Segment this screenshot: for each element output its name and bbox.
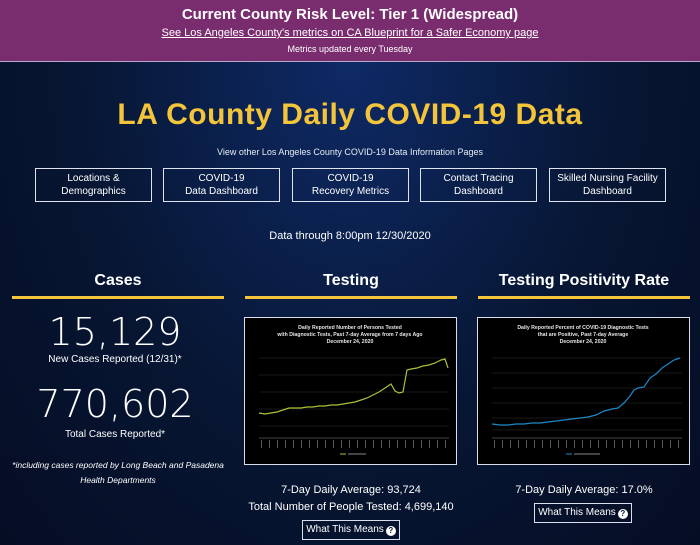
positivity-what-this-means-button[interactable]: What This Means? [534, 503, 632, 523]
testing-total-tested: Total Number of People Tested: 4,699,140 [248, 501, 454, 513]
testing-chart-title-1: Daily Reported Number of Persons Tested [298, 325, 402, 331]
page-subtitle: View other Los Angeles County COVID-19 D… [217, 147, 483, 157]
nav-recovery-metrics-button[interactable]: COVID-19 Recovery Metrics [292, 168, 409, 202]
question-circle-icon: ? [617, 509, 628, 519]
testing-trend-line [258, 358, 449, 415]
positivity-heading: Testing Positivity Rate [498, 272, 670, 289]
nav-label-line1: Skilled Nursing Facility [557, 173, 658, 184]
positivity-chart-title-3: December 24, 2020 [560, 339, 607, 345]
nav-label-line1: Contact Tracing [443, 173, 514, 184]
risk-banner: Current County Risk Level: Tier 1 (Wides… [0, 0, 700, 62]
testing-chart-title-3: December 24, 2020 [327, 339, 374, 345]
metrics-updated-text: Metrics updated every Tuesday [287, 44, 413, 54]
testing-what-this-means-button[interactable]: What This Means? [302, 520, 400, 540]
total-cases-label: Total Cases Reported* [64, 429, 166, 440]
nav-skilled-nursing-button[interactable]: Skilled Nursing Facility Dashboard [549, 168, 666, 202]
nav-label-line1: Locations & [67, 173, 120, 184]
positivity-chart-title-2: that are Positive, Past 7-day Average [538, 332, 629, 338]
testing-chart: Daily Reported Number of Persons Tested … [244, 317, 457, 465]
button-label: What This Means [306, 524, 384, 535]
blueprint-link[interactable]: See Los Angeles County's metrics on CA B… [161, 27, 539, 39]
nav-label-line2: Dashboard [583, 186, 632, 197]
nav-label-line1: COVID-19 [327, 173, 374, 184]
positivity-7day-average: 7-Day Daily Average: 17.0% [515, 484, 653, 496]
nav-label-line2: Data Dashboard [185, 186, 258, 197]
nav-label-line2: Demographics [61, 186, 126, 197]
positivity-trend-line [491, 357, 681, 426]
new-cases-value: 15,129 [48, 310, 182, 354]
data-as-of: Data through 8:00pm 12/30/2020 [269, 230, 431, 242]
nav-contact-tracing-button[interactable]: Contact Tracing Dashboard [420, 168, 537, 202]
positivity-chart: Daily Reported Percent of COVID-19 Diagn… [477, 317, 690, 465]
nav-label-line1: COVID-19 [198, 173, 245, 184]
cases-heading: Cases [94, 272, 142, 289]
testing-heading: Testing [323, 272, 379, 289]
cases-heading-rule [12, 296, 224, 299]
nav-data-dashboard-button[interactable]: COVID-19 Data Dashboard [163, 168, 280, 202]
nav-label-line2: Dashboard [454, 186, 503, 197]
positivity-heading-rule [478, 296, 690, 299]
new-cases-label: New Cases Reported (12/31)* [48, 354, 182, 365]
question-circle-icon: ? [385, 526, 396, 536]
risk-level-text: Current County Risk Level: Tier 1 (Wides… [181, 6, 519, 23]
button-label: What This Means [538, 507, 616, 518]
testing-heading-rule [245, 296, 457, 299]
testing-chart-title-2: with Diagnostic Tests, Past 7-day Averag… [276, 332, 422, 338]
cases-footnote: *including cases reported by Long Beach … [12, 460, 224, 485]
positivity-chart-title-1: Daily Reported Percent of COVID-19 Diagn… [517, 325, 648, 331]
nav-label-line2: Recovery Metrics [311, 186, 390, 197]
nav-locations-demographics-button[interactable]: Locations & Demographics [35, 168, 152, 202]
total-cases-value: 770,602 [36, 382, 194, 426]
page-title: LA County Daily COVID-19 Data [117, 98, 583, 131]
testing-7day-average: 7-Day Daily Average: 93,724 [281, 484, 421, 496]
main-content: LA County Daily COVID-19 Data View other… [0, 62, 700, 545]
